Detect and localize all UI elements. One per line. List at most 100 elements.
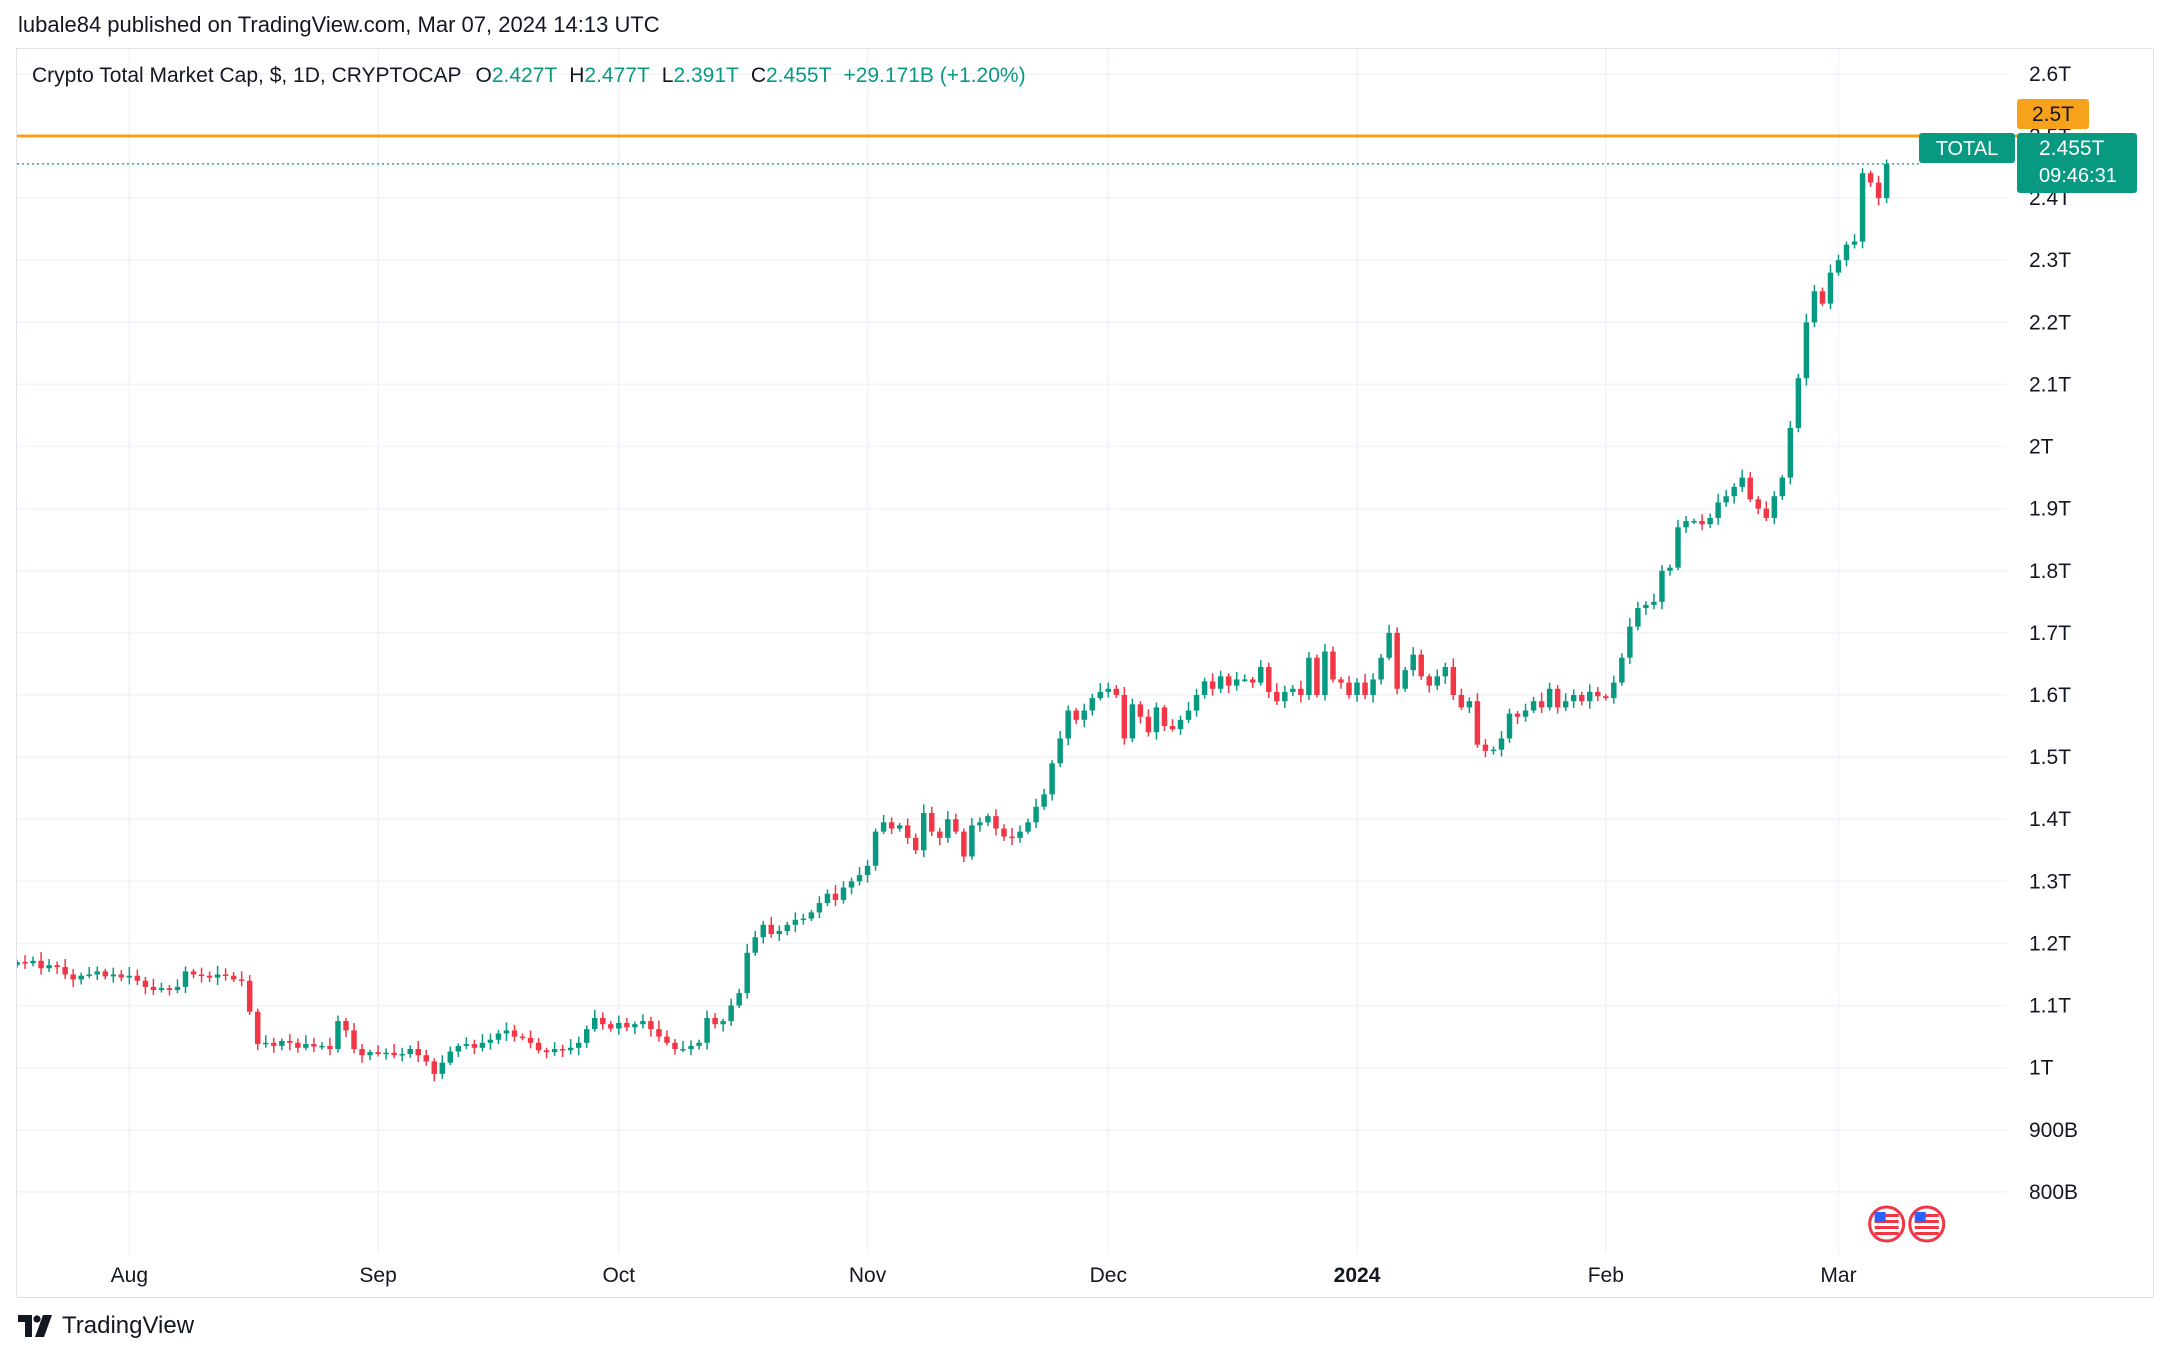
y-tick-label: 1.9T: [2029, 498, 2071, 521]
candle: [158, 982, 165, 993]
candle: [1033, 798, 1039, 828]
candle: [1362, 673, 1368, 700]
candle-body: [1450, 667, 1457, 695]
candle-body: [30, 960, 36, 964]
y-tick-label: 1.7T: [2029, 622, 2071, 645]
candle-body: [455, 1045, 462, 1052]
candle: [415, 1040, 421, 1063]
symbol-name[interactable]: Crypto Total Market Cap, $, 1D, CRYPTOCA…: [32, 64, 462, 87]
candle-body: [1266, 667, 1272, 692]
candle-body: [1338, 679, 1344, 683]
candle-body: [1587, 691, 1593, 702]
candle: [1522, 703, 1529, 722]
candle-body: [1787, 427, 1794, 478]
candle-body: [407, 1049, 413, 1054]
x-tick-label: Feb: [1588, 1264, 1624, 1287]
candle: [94, 966, 100, 981]
candle: [1274, 683, 1280, 705]
candle-body: [1747, 477, 1753, 500]
candle: [985, 813, 991, 827]
candle-body: [567, 1047, 574, 1051]
candle-body: [1161, 707, 1168, 727]
candle: [1394, 627, 1400, 695]
candle-body: [1225, 676, 1232, 686]
candle-body: [1290, 688, 1296, 692]
candle-body: [1129, 704, 1136, 739]
candle-body: [1073, 710, 1079, 720]
candle: [182, 966, 189, 994]
candle-body: [1209, 681, 1216, 689]
candle: [1330, 646, 1336, 683]
y-tick-label: 2.3T: [2029, 249, 2071, 272]
candlestick-chart[interactable]: 2.6T2.5T2.4T2.3T2.2T2.1T2T1.9T1.8T1.7T1.…: [17, 49, 2153, 1297]
candle-body: [1049, 763, 1055, 795]
candle-body: [1113, 688, 1120, 695]
candle-body: [848, 881, 855, 888]
candle: [696, 1039, 702, 1050]
chart-panel[interactable]: 2.6T2.5T2.4T2.3T2.2T2.1T2T1.9T1.8T1.7T1.…: [16, 48, 2154, 1298]
us-flag-event-icon[interactable]: [1908, 1205, 1946, 1243]
candle: [22, 955, 28, 969]
economic-events[interactable]: [1868, 1205, 1946, 1243]
candle-body: [929, 812, 935, 832]
candle-body: [1474, 701, 1481, 745]
candle-body: [287, 1040, 293, 1043]
candle: [1298, 680, 1304, 703]
candle-body: [1522, 710, 1529, 717]
candle: [166, 985, 173, 996]
candle-body: [78, 975, 84, 980]
candle-body: [776, 931, 783, 935]
candle-body: [415, 1049, 421, 1056]
candle: [1241, 674, 1248, 682]
candle: [1065, 705, 1071, 746]
candle: [1570, 689, 1577, 709]
candle-body: [1530, 701, 1537, 711]
candle-body: [1795, 378, 1802, 428]
candle: [912, 833, 919, 854]
candle-body: [600, 1017, 606, 1025]
candle: [953, 813, 959, 835]
symbol-tag: TOTAL: [1936, 138, 1999, 160]
candle-body: [1354, 682, 1360, 695]
candle-body: [704, 1017, 710, 1043]
candle-body: [1233, 679, 1240, 686]
candle-body: [102, 971, 108, 977]
candle-body: [1298, 688, 1304, 695]
candle-body: [126, 975, 133, 978]
published-by-line: lubale84 published on TradingView.com, M…: [18, 12, 660, 37]
candle: [600, 1012, 606, 1030]
candle-body: [608, 1024, 614, 1029]
candle: [1185, 701, 1192, 723]
candle-body: [1803, 322, 1810, 379]
tradingview-brand[interactable]: TradingView: [18, 1312, 194, 1340]
candle: [1266, 662, 1272, 699]
us-flag-event-icon[interactable]: [1868, 1205, 1906, 1243]
y-tick-label: 2.2T: [2029, 311, 2071, 334]
candle: [447, 1046, 454, 1066]
level-price-tag: 2.5T: [2032, 103, 2074, 126]
candle-body: [1659, 570, 1665, 602]
candle: [800, 913, 807, 925]
candle: [1763, 501, 1770, 522]
candle: [1811, 285, 1818, 328]
candle: [519, 1033, 526, 1041]
candle-body: [1025, 822, 1031, 832]
candle: [351, 1022, 357, 1054]
candle: [1595, 686, 1601, 702]
candle-body: [1859, 173, 1866, 242]
y-tick-label: 1.2T: [2029, 932, 2071, 955]
candle: [608, 1021, 614, 1032]
candle-body: [335, 1021, 341, 1050]
candle: [1410, 647, 1416, 677]
horizontal-level[interactable]: [17, 134, 2017, 165]
candle: [656, 1020, 662, 1042]
candle-body: [1819, 291, 1826, 304]
candle-body: [1603, 696, 1609, 699]
candle: [1843, 241, 1850, 267]
candle-body: [969, 825, 975, 857]
open-label: O: [475, 64, 492, 87]
candle: [1819, 287, 1826, 307]
candle: [1554, 685, 1561, 714]
candle: [359, 1044, 365, 1063]
candle-body: [1691, 521, 1697, 523]
